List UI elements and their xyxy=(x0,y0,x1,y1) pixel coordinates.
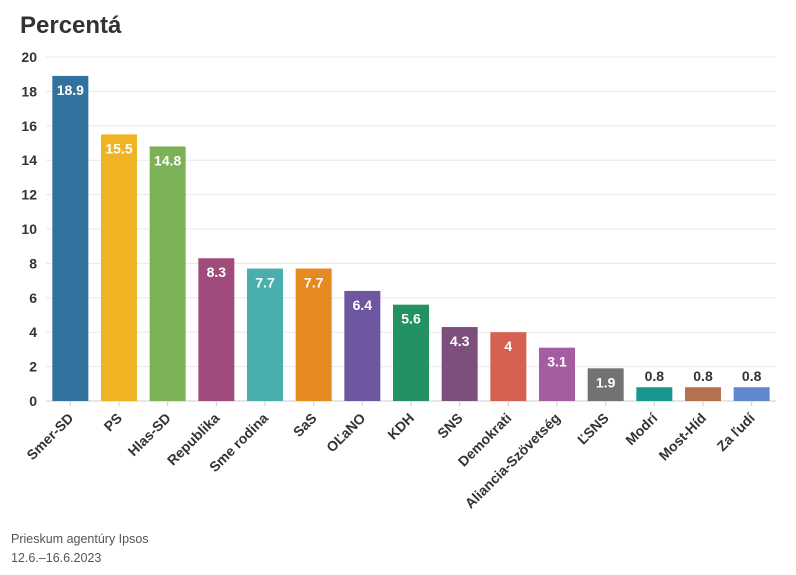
bar[interactable] xyxy=(539,347,575,401)
data-label: 1.9 xyxy=(596,374,616,390)
data-label: 0.8 xyxy=(645,368,665,384)
data-label: 3.1 xyxy=(547,354,567,370)
bar[interactable] xyxy=(198,258,235,401)
y-tick-label: 16 xyxy=(21,118,37,134)
data-label: 5.6 xyxy=(401,311,421,327)
y-tick-label: 0 xyxy=(29,393,37,409)
source-note: Prieskum agentúry Ipsos 12.6.–16.6.2023 xyxy=(11,530,149,568)
chart-title: Percentá xyxy=(20,12,122,39)
y-tick-label: 18 xyxy=(21,83,37,99)
bar[interactable] xyxy=(247,268,283,401)
y-tick-label: 8 xyxy=(29,255,37,271)
x-tick-label: OĽaNO xyxy=(323,410,368,455)
data-label: 8.3 xyxy=(207,264,227,280)
y-tick-label: 14 xyxy=(21,152,37,168)
x-tick-label: ĽSNS xyxy=(574,410,612,448)
bar[interactable] xyxy=(441,327,478,401)
x-tick-label: Most-Híd xyxy=(655,410,709,464)
data-label: 15.5 xyxy=(105,140,132,156)
bar[interactable] xyxy=(393,304,429,401)
bar[interactable] xyxy=(52,75,89,402)
bar[interactable] xyxy=(149,146,186,401)
bar[interactable] xyxy=(101,134,137,401)
bar[interactable] xyxy=(344,290,381,401)
y-tick-label: 6 xyxy=(29,290,37,306)
source-line-2: 12.6.–16.6.2023 xyxy=(11,551,102,565)
data-label: 4.3 xyxy=(450,333,470,349)
x-tick-label: Za ľudí xyxy=(714,409,759,454)
bar[interactable] xyxy=(733,387,770,401)
bar[interactable] xyxy=(636,387,673,401)
y-tick-label: 2 xyxy=(29,359,37,375)
data-label: 18.9 xyxy=(57,82,84,98)
x-tick-label: SaS xyxy=(290,410,320,440)
source-line-1: Prieskum agentúry Ipsos xyxy=(11,532,149,546)
x-tick-label: PS xyxy=(101,410,126,435)
y-tick-label: 20 xyxy=(21,49,37,65)
data-label: 0.8 xyxy=(742,368,762,384)
data-label: 7.7 xyxy=(304,275,324,291)
data-label: 6.4 xyxy=(353,297,373,313)
data-label: 4 xyxy=(504,338,512,354)
x-tick-label: SNS xyxy=(434,410,466,442)
y-tick-label: 4 xyxy=(29,324,37,340)
y-tick-label: 10 xyxy=(21,221,37,237)
data-label: 14.8 xyxy=(154,152,181,168)
x-tick-label: Hlas-SD xyxy=(125,410,174,459)
x-tick-label: KDH xyxy=(384,410,417,443)
bar-chart: 0 2 4 6 8 10 12 14 16 18 20 18.9 Smer-SD 15.5 PS 14.8 Hl… xyxy=(21,49,776,512)
bar[interactable] xyxy=(587,368,624,401)
x-tick-label: Smer-SD xyxy=(23,410,76,463)
bar[interactable] xyxy=(685,387,721,401)
data-label: 7.7 xyxy=(255,275,275,291)
y-tick-label: 12 xyxy=(21,187,37,203)
bar[interactable] xyxy=(295,268,332,401)
bar[interactable] xyxy=(490,332,527,401)
data-label: 0.8 xyxy=(693,368,713,384)
x-tick-label: Modrí xyxy=(622,409,661,448)
x-tick-label: Aliancia-Szövetség xyxy=(462,410,564,512)
